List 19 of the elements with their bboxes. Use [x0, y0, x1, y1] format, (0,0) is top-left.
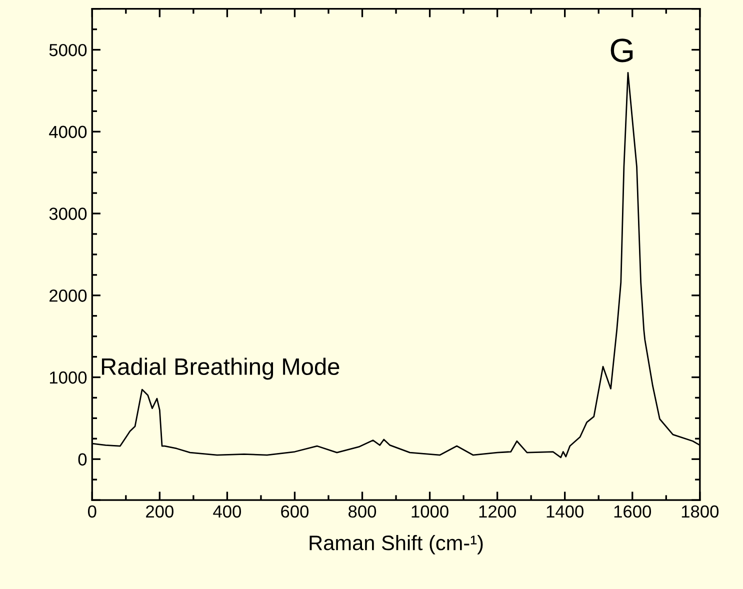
x-axis-title: Raman Shift (cm-¹) — [310, 534, 483, 554]
x-tick-label: 1000 — [412, 505, 448, 518]
x-tick-label: 1200 — [479, 505, 516, 518]
y-tick-label: 0 — [78, 453, 87, 466]
y-tick-label: 3000 — [49, 208, 87, 220]
annotation: G — [610, 38, 633, 62]
annotation: Radial Breathing Mode — [102, 358, 340, 380]
x-tick-label: 1400 — [546, 505, 584, 518]
y-tick-label: 5000 — [49, 44, 87, 56]
x-tick-label: 800 — [348, 505, 376, 518]
x-tick-label: 1600 — [614, 505, 652, 518]
y-tick-label: 4000 — [49, 126, 87, 138]
x-tick-label: 200 — [146, 505, 174, 518]
y-tick-label: 2000 — [50, 290, 87, 302]
x-tick-label: 600 — [281, 505, 309, 518]
x-tick-label: 0 — [88, 505, 96, 518]
y-tick-label: 1000 — [50, 371, 87, 384]
x-tick-label: 400 — [213, 505, 241, 518]
x-tick-label: 1800 — [682, 505, 719, 518]
